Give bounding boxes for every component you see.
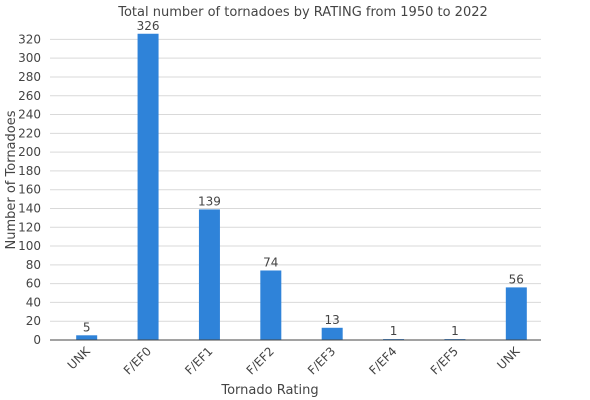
gridlines <box>50 38 541 322</box>
bar <box>505 287 527 340</box>
y-tick-label: 60 <box>26 277 41 291</box>
y-tick-label: 100 <box>18 239 41 253</box>
y-tick-label: 40 <box>26 295 41 309</box>
bar-value-label: 13 <box>325 313 340 327</box>
y-tick-label: 300 <box>18 51 41 65</box>
y-tick-label: 260 <box>18 89 41 103</box>
x-tick-label: F/EF4 <box>366 344 399 377</box>
x-axis-ticks: UNK F/EF0 F/EF1 F/EF2 F/EF3 F/EF4 F/EF5 UNK <box>65 343 523 377</box>
y-tick-label: 320 <box>18 32 41 46</box>
bar-value-label: 56 <box>509 272 524 286</box>
bar-value-label: 326 <box>137 19 160 33</box>
bar <box>137 33 159 341</box>
bars <box>76 33 527 341</box>
y-tick-label: 160 <box>18 183 41 197</box>
y-tick-label: 280 <box>18 70 41 84</box>
y-tick-label: 20 <box>26 314 41 328</box>
x-tick-label: F/EF3 <box>305 344 338 377</box>
bar-value-label: 1 <box>390 324 398 338</box>
y-tick-label: 220 <box>18 126 41 140</box>
y-axis-ticks: 0 20 40 60 80 100 120 140 160 180 200 220 240 260 280 3… <box>18 32 41 347</box>
bar-value-label: 139 <box>198 194 221 208</box>
data-labels: 5 326 139 74 13 1 1 56 <box>83 19 524 338</box>
y-tick-label: 140 <box>18 201 41 215</box>
bar-value-label: 1 <box>451 324 459 338</box>
y-tick-label: 240 <box>18 108 41 122</box>
bar <box>76 335 98 340</box>
x-tick-label: UNK <box>494 343 523 372</box>
x-tick-label: F/EF5 <box>428 344 461 377</box>
chart-title: Total number of tornadoes by RATING from… <box>117 5 488 20</box>
y-tick-label: 120 <box>18 220 41 234</box>
x-tick-label: F/EF0 <box>121 344 154 377</box>
bar-value-label: 5 <box>83 320 91 334</box>
y-axis-label: Number of Tornadoes <box>4 110 19 249</box>
x-axis-label: Tornado Rating <box>220 383 318 398</box>
x-tick-label: F/EF2 <box>244 344 277 377</box>
x-tick-label: UNK <box>65 343 94 372</box>
y-tick-label: 80 <box>26 258 41 272</box>
y-tick-label: 200 <box>18 145 41 159</box>
bar <box>321 327 343 340</box>
bar-value-label: 74 <box>263 255 278 269</box>
y-tick-label: 0 <box>33 333 41 347</box>
bar <box>260 270 282 340</box>
x-tick-label: F/EF1 <box>182 344 215 377</box>
bar <box>198 209 220 340</box>
y-tick-label: 180 <box>18 164 41 178</box>
